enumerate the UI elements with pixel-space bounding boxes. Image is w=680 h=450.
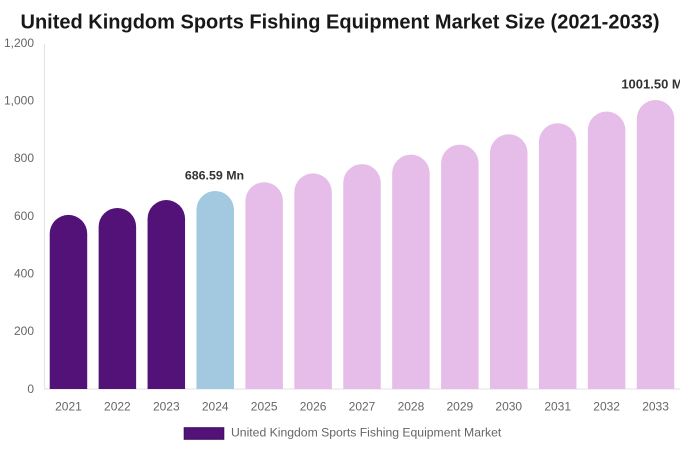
svg-text:2027: 2027 bbox=[349, 400, 376, 414]
svg-text:2021: 2021 bbox=[55, 400, 82, 414]
svg-text:1001.50 Mn: 1001.50 Mn bbox=[621, 77, 680, 92]
svg-text:2030: 2030 bbox=[495, 400, 522, 414]
svg-text:2025: 2025 bbox=[251, 400, 278, 414]
svg-text:2029: 2029 bbox=[446, 400, 473, 414]
svg-text:2033: 2033 bbox=[642, 400, 669, 414]
svg-text:2028: 2028 bbox=[398, 400, 425, 414]
svg-text:2022: 2022 bbox=[104, 400, 131, 414]
svg-text:1,000: 1,000 bbox=[4, 94, 34, 108]
svg-text:2024: 2024 bbox=[202, 400, 229, 414]
svg-text:2023: 2023 bbox=[153, 400, 180, 414]
svg-text:600: 600 bbox=[14, 209, 34, 223]
svg-text:2026: 2026 bbox=[300, 400, 327, 414]
svg-text:United Kingdom Sports Fishing: United Kingdom Sports Fishing Equipment … bbox=[231, 425, 502, 439]
svg-text:800: 800 bbox=[14, 151, 34, 165]
svg-text:1,200: 1,200 bbox=[4, 36, 34, 50]
svg-text:0: 0 bbox=[27, 382, 34, 396]
svg-text:United Kingdom Sports Fishing: United Kingdom Sports Fishing Equipment … bbox=[21, 12, 660, 34]
svg-text:686.59 Mn: 686.59 Mn bbox=[185, 169, 244, 183]
svg-text:200: 200 bbox=[14, 324, 34, 338]
svg-text:2032: 2032 bbox=[593, 400, 620, 414]
svg-text:2031: 2031 bbox=[544, 400, 571, 414]
svg-text:400: 400 bbox=[14, 267, 34, 281]
